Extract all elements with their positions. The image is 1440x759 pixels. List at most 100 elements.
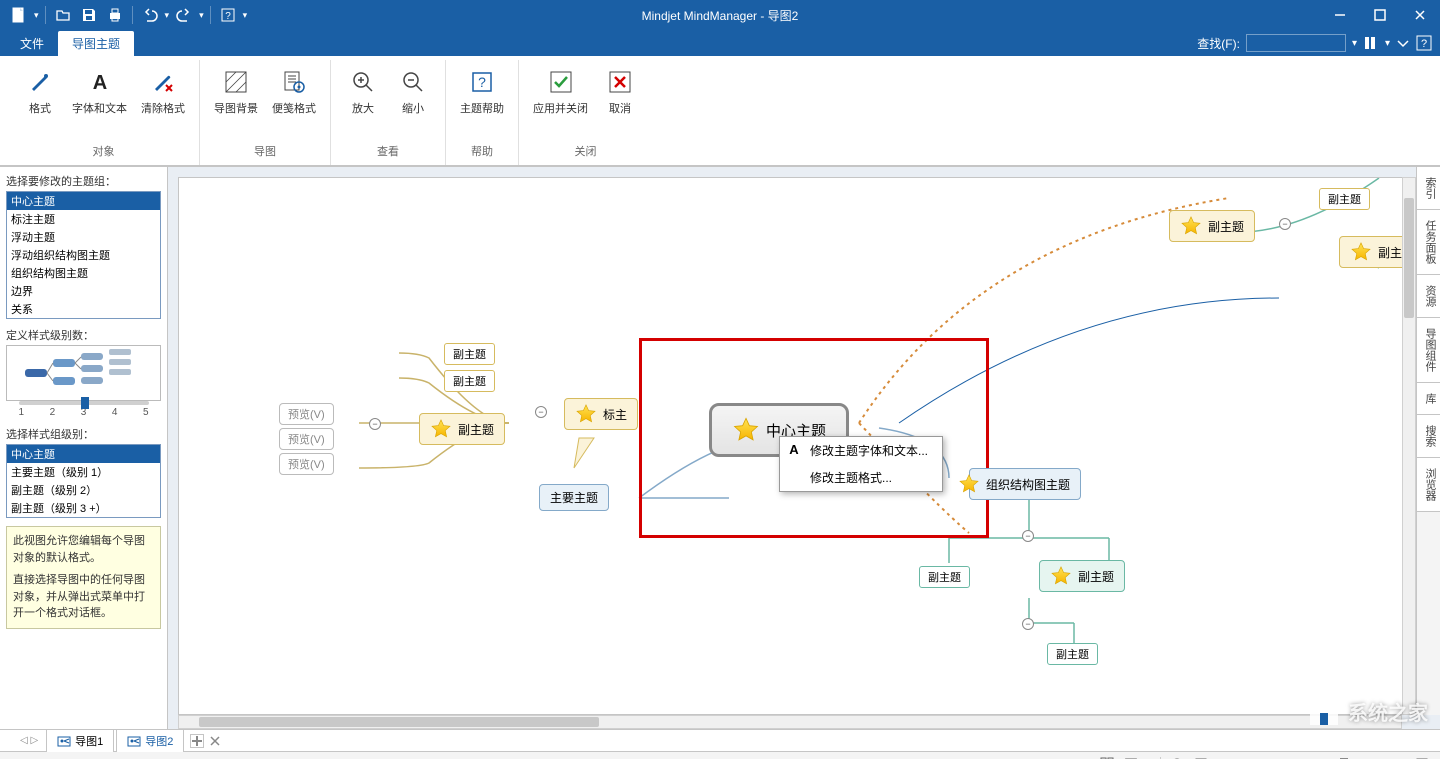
sub-topic-node[interactable]: 副主题 (1319, 188, 1370, 210)
doc-tab-2[interactable]: 导图2 (116, 729, 184, 752)
sub-topic-node[interactable]: 副主题 (1047, 643, 1098, 665)
list-item[interactable]: 标注主题 (7, 210, 160, 228)
sub-topic-node[interactable]: 副主题 (1039, 560, 1125, 592)
close-button[interactable] (1400, 0, 1440, 30)
qat-undo-icon[interactable] (139, 4, 161, 26)
ribbon-zoom-out[interactable]: 缩小 (391, 66, 435, 118)
search-input[interactable] (1246, 34, 1346, 52)
section2-label: 定义样式级别数： (6, 327, 161, 343)
list-item[interactable]: 副主题（级别 2） (7, 481, 160, 499)
doc-tab-1[interactable]: 导图1 (46, 729, 114, 752)
collapse-toggle[interactable]: − (369, 418, 381, 430)
minimize-button[interactable] (1320, 0, 1360, 30)
sub-topic-node[interactable]: 副主题 (444, 370, 495, 392)
svg-text:?: ? (225, 11, 231, 22)
level-slider[interactable]: 1 2 3 4 5 (6, 401, 161, 418)
ribbon: 格式 A 字体和文本 清除格式 对象 导图背景 便笺格式 导图 (0, 56, 1440, 166)
ribbon-clear-format[interactable]: 清除格式 (137, 66, 189, 118)
help-icon[interactable]: ? (1416, 35, 1432, 51)
context-menu-item-font[interactable]: A 修改主题字体和文本... (780, 437, 942, 464)
list-item[interactable]: 浮动组织结构图主题 (7, 246, 160, 264)
sub-topic-node[interactable]: 副主题 (444, 343, 495, 365)
preview-chip[interactable]: 预览(V) (279, 453, 334, 475)
qat-save-icon[interactable] (78, 4, 100, 26)
close-tab-button[interactable] (208, 734, 222, 748)
new-tab-button[interactable] (190, 734, 204, 748)
list-item[interactable]: 边界 (7, 282, 160, 300)
side-tab-tasks[interactable]: 任务面板 (1417, 210, 1440, 275)
canvas[interactable]: 预览(V) 预览(V) 预览(V) 副主题 副主题 副主题 标主 (178, 177, 1412, 715)
sub-topic-node[interactable]: 副主题 (919, 566, 970, 588)
ribbon-tabs: 文件 导图主题 查找(F): ▾ ▾ ? (0, 30, 1440, 56)
view-mode-icon[interactable] (1099, 756, 1115, 759)
horizontal-scrollbar[interactable] (178, 715, 1402, 729)
context-menu-item-format[interactable]: 修改主题格式... (780, 464, 942, 491)
ribbon-zoom-in[interactable]: 放大 (341, 66, 385, 118)
calendar-icon[interactable] (1217, 756, 1233, 759)
list-item[interactable]: 主要主题（级别 1） (7, 463, 160, 481)
list-item[interactable]: 关系 (7, 300, 160, 318)
collapse-toggle[interactable]: − (1022, 618, 1034, 630)
qat-open-icon[interactable] (52, 4, 74, 26)
filter-icon[interactable] (1123, 756, 1139, 759)
tab-file[interactable]: 文件 (6, 31, 58, 56)
svg-text:A: A (789, 442, 799, 457)
list-item[interactable]: 组织结构图主题 (7, 264, 160, 282)
map-icon (127, 734, 141, 748)
list-item[interactable]: 副主题（级别 3 +） (7, 499, 160, 517)
note-settings-icon (280, 68, 308, 96)
sub-topic-node[interactable]: 副主题 (1169, 210, 1255, 242)
ribbon-font[interactable]: A 字体和文本 (68, 66, 131, 118)
side-tab-index[interactable]: 索引 (1417, 167, 1440, 210)
qat-new-icon[interactable] (8, 4, 30, 26)
list-item[interactable]: 中心主题 (7, 445, 160, 463)
maximize-button[interactable] (1360, 0, 1400, 30)
eraser-icon (149, 68, 177, 96)
left-panel: 选择要修改的主题组： 中心主题 标注主题 浮动主题 浮动组织结构图主题 组织结构… (0, 167, 168, 729)
fit-icon[interactable] (1414, 756, 1430, 759)
zoom-fit-icon[interactable] (1169, 756, 1185, 759)
font-icon: A (86, 68, 114, 96)
preview-chip[interactable]: 预览(V) (279, 428, 334, 450)
collapse-toggle[interactable]: − (1022, 530, 1034, 542)
qat-help-icon[interactable]: ? (217, 4, 239, 26)
qat-redo-icon[interactable] (173, 4, 195, 26)
side-tab-search[interactable]: 搜索 (1417, 415, 1440, 458)
list-item[interactable]: 浮动主题 (7, 228, 160, 246)
side-tab-resource[interactable]: 资源 (1417, 275, 1440, 318)
callout-node[interactable]: 标主 (564, 398, 638, 430)
theme-group-list[interactable]: 中心主题 标注主题 浮动主题 浮动组织结构图主题 组织结构图主题 边界 关系 (6, 191, 161, 319)
collapse-toggle[interactable]: − (1279, 218, 1291, 230)
star-icon (958, 473, 980, 495)
toolbar-icon[interactable] (1363, 35, 1379, 51)
org-topic-node[interactable]: 组织结构图主题 (969, 468, 1081, 500)
collapse-toggle[interactable]: − (535, 406, 547, 418)
star-icon (430, 418, 452, 440)
topic-help-icon: ? (468, 68, 496, 96)
main-topic-node[interactable]: 主要主题 (539, 484, 609, 511)
ribbon-topic-help[interactable]: ? 主题帮助 (456, 66, 508, 118)
ribbon-cancel[interactable]: 取消 (598, 66, 642, 118)
map-icon (57, 734, 71, 748)
ribbon-apply-close[interactable]: 应用并关闭 (529, 66, 592, 118)
star-icon (732, 416, 760, 444)
qat-print-icon[interactable] (104, 4, 126, 26)
fullscreen-icon[interactable] (1193, 756, 1209, 759)
sub-topic-node[interactable]: 副主题 (419, 413, 505, 445)
ribbon-map-bg[interactable]: 导图背景 (210, 66, 262, 118)
check-icon (547, 68, 575, 96)
vertical-scrollbar[interactable] (1402, 177, 1416, 715)
quick-access-toolbar: ▾ ▾ ▾ ? ▾ (0, 4, 247, 26)
status-bar: ▾ 100% − + (0, 751, 1440, 759)
side-tab-browser[interactable]: 浏览器 (1417, 458, 1440, 512)
side-tab-library[interactable]: 库 (1417, 383, 1440, 415)
list-item[interactable]: 中心主题 (7, 192, 160, 210)
svg-text:A: A (92, 72, 106, 94)
ribbon-format[interactable]: 格式 (18, 66, 62, 118)
style-level-list[interactable]: 中心主题 主要主题（级别 1） 副主题（级别 2） 副主题（级别 3 +） (6, 444, 161, 518)
collapse-ribbon-icon[interactable] (1396, 36, 1410, 50)
tab-map-theme[interactable]: 导图主题 (58, 31, 134, 56)
preview-chip[interactable]: 预览(V) (279, 403, 334, 425)
ribbon-note-format[interactable]: 便笺格式 (268, 66, 320, 118)
side-tab-components[interactable]: 导图组件 (1417, 318, 1440, 383)
